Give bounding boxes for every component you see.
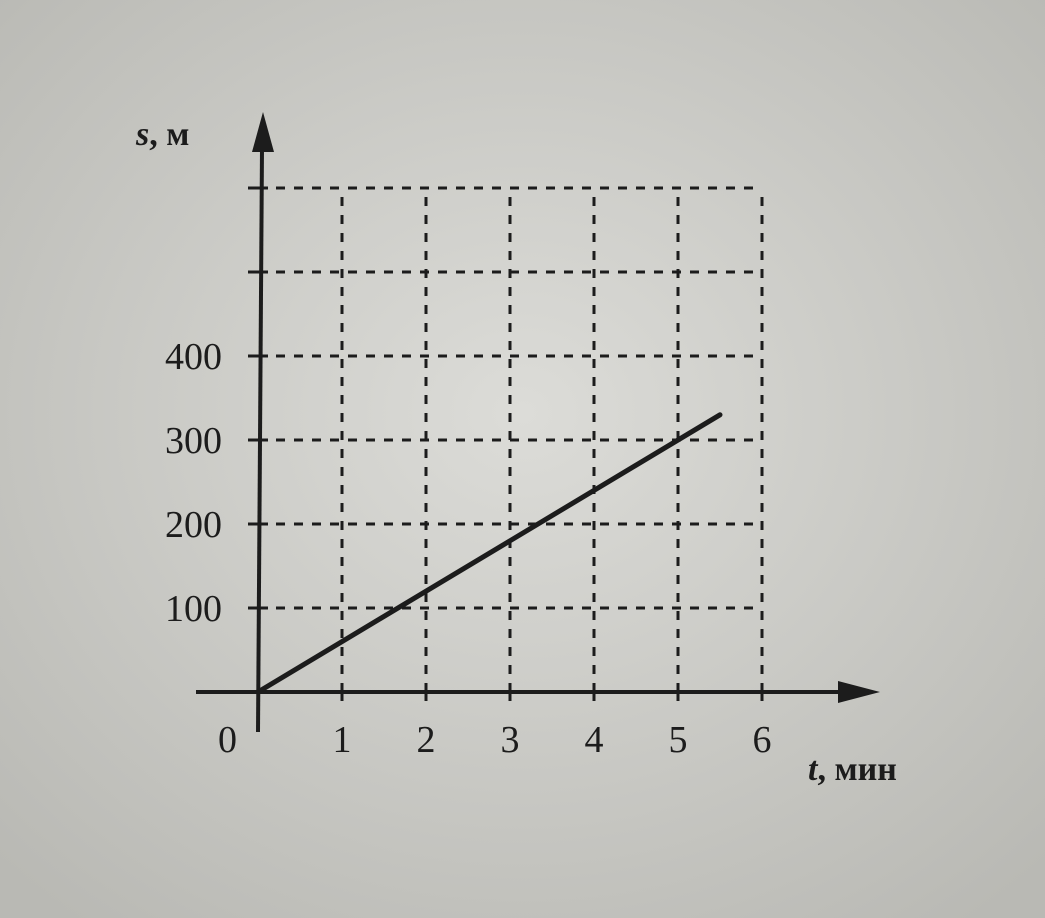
grid — [258, 186, 764, 692]
y-axis-variable: s — [135, 116, 149, 153]
x-tick-label: 2 — [417, 719, 436, 761]
y-tick-label: 400 — [165, 336, 222, 378]
labels: 1 2 3 4 5 6 100 200 300 400 — [165, 336, 772, 761]
y-tick-label: 300 — [165, 420, 222, 462]
x-axis-arrow — [838, 681, 880, 703]
x-axis-unit: , мин — [817, 751, 896, 788]
x-axis-label: t, мин — [808, 751, 897, 788]
distance-line — [255, 412, 723, 695]
y-tick-label: 200 — [165, 504, 222, 546]
x-tick-label: 3 — [501, 719, 520, 761]
x-tick-label: 1 — [333, 719, 352, 761]
y-axis-label: s, м — [135, 116, 189, 153]
origin-label: 0 — [218, 719, 237, 761]
x-tick-label: 4 — [585, 719, 604, 761]
y-axis-unit: , м — [149, 116, 189, 153]
y-tick-label: 100 — [165, 588, 222, 630]
series — [255, 412, 723, 695]
x-tick-label: 6 — [753, 719, 772, 761]
y-axis-arrow — [252, 112, 274, 152]
x-tick-label: 5 — [669, 719, 688, 761]
axes — [196, 112, 880, 733]
x-axis-variable: t — [808, 751, 819, 788]
